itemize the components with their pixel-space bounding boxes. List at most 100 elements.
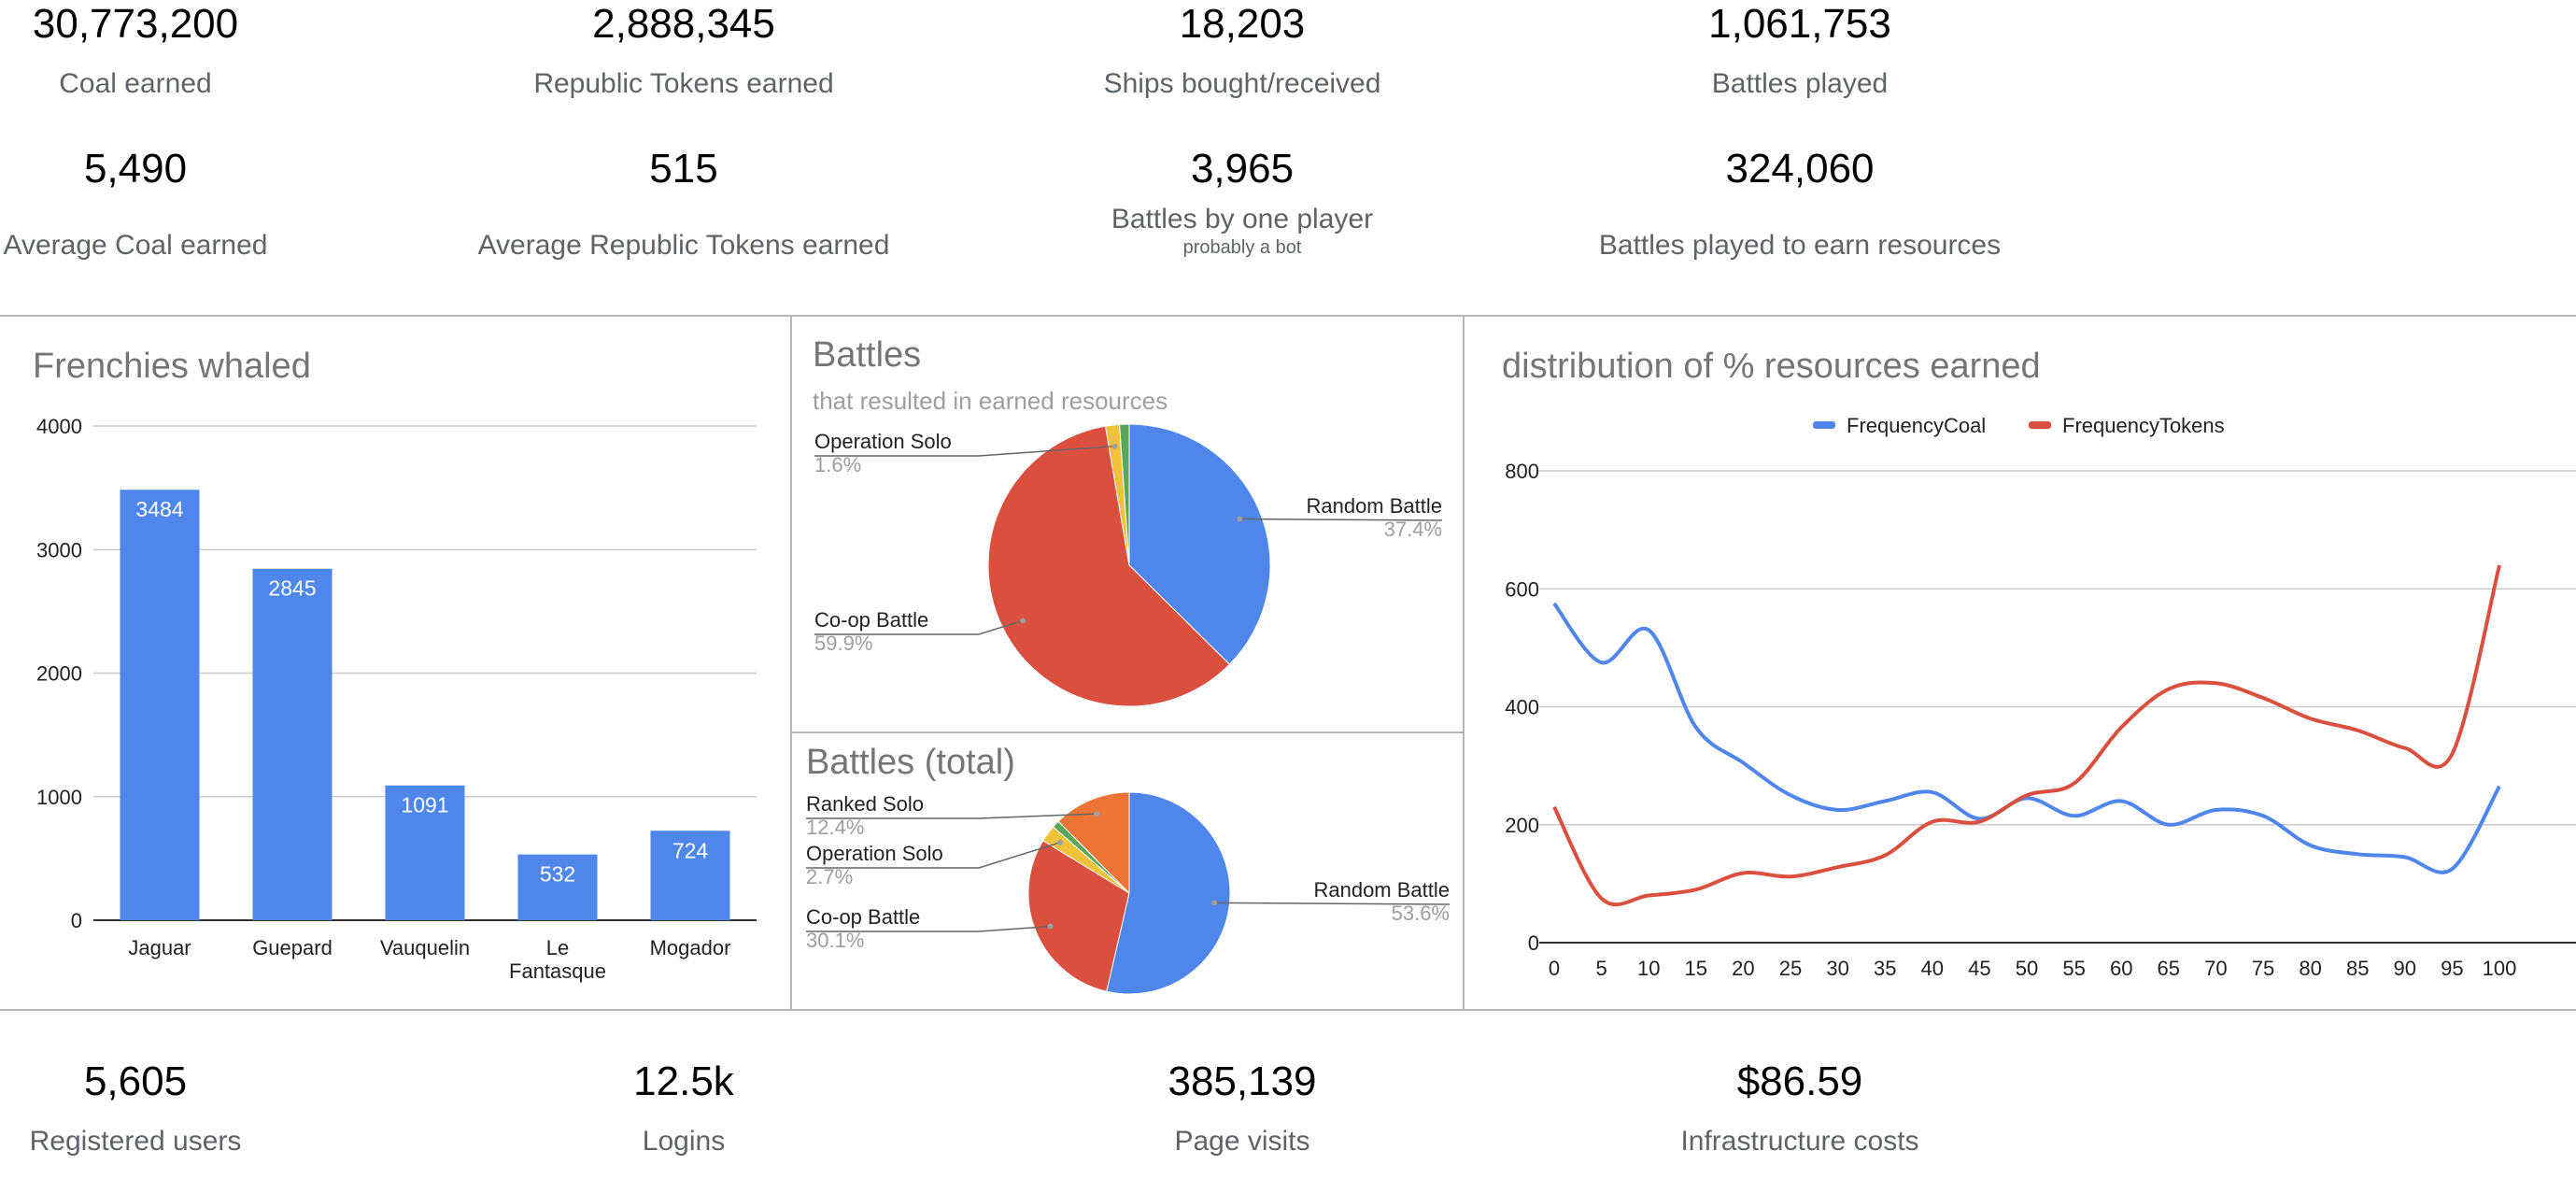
stat-average-coal: 5,490 Average Coal earned: [0, 145, 271, 263]
pie1-subtitle: that resulted in earned resources: [813, 387, 1168, 415]
bar-guepard: [252, 568, 333, 920]
pie-leader-line: [814, 619, 1024, 635]
x-tick-label: 80: [2299, 957, 2321, 980]
bar-le-fantasque: [517, 854, 598, 920]
x-tick-label: 90: [2394, 957, 2416, 980]
x-tick-label: 85: [2346, 957, 2369, 980]
pie-label-percent: 1.6%: [814, 453, 861, 476]
y-tick-label: 2000: [36, 662, 82, 686]
pie-slice-other: [1119, 423, 1130, 566]
bar-data-label: 3484: [135, 497, 183, 521]
bar-data-label: 2845: [268, 576, 316, 601]
pie-label-percent: 30.1%: [806, 929, 864, 952]
stat-value: 385,139: [1168, 1058, 1317, 1104]
pie-label-name: Random Battle: [1306, 494, 1442, 518]
stat-battles-played: 1,061,753 Battles played: [1613, 0, 1987, 101]
bar-chart-title: Frenchies whaled: [33, 347, 311, 386]
legend-swatch-frequencytokens: [2029, 421, 2051, 429]
bar-mogador: [650, 831, 730, 920]
x-tick-label: Vauquelin: [380, 936, 470, 959]
bar-vauquelin: [385, 785, 465, 920]
y-tick-label: 200: [1505, 814, 1539, 837]
series-line-frequencytokens: [1552, 564, 2501, 907]
y-tick-label: 0: [71, 909, 82, 932]
pie-leader-dot: [1111, 443, 1118, 449]
x-tick-label: 45: [1968, 957, 1990, 980]
pie-label-name: Co-op Battle: [814, 608, 928, 632]
bar-chart-panel: Frenchies whaled 0 1000 2000 3000 4000 3484 Ja…: [0, 315, 792, 1011]
stat-value: 30,773,200: [32, 1, 239, 47]
x-tick-label: 100: [2483, 957, 2517, 980]
stat-label: Page visits: [1174, 1125, 1310, 1157]
pie-chart-panel-earned: Battles that resulted in earned resource…: [790, 315, 1465, 735]
bar-data-label: 1091: [401, 793, 448, 817]
x-tick-label: 65: [2158, 957, 2180, 980]
stat-value: 324,060: [1725, 146, 1875, 192]
pie-label-name: Random Battle: [1313, 878, 1450, 902]
stat-average-tokens: 515 Average Republic Tokens earned: [450, 145, 917, 263]
bar-data-label: 724: [672, 838, 709, 862]
x-tick-label: 5: [1595, 957, 1606, 980]
y-tick-label: 800: [1505, 460, 1539, 483]
stat-value: 1,061,753: [1708, 1, 1891, 47]
bar-jaguar: [120, 490, 200, 920]
pie-leader-dot: [1237, 516, 1243, 522]
pie-label-name: Operation Solo: [814, 430, 952, 453]
stat-value: 515: [649, 146, 718, 192]
pie-chart-panel-total: Battles (total) Random Battle 53.6% Co-op …: [790, 732, 1465, 1011]
x-tick-label: 40: [1921, 957, 1944, 980]
pie-slice-co-op-battle: [1027, 840, 1130, 992]
x-tick-label: Fantasque: [509, 959, 606, 983]
stat-value: 5,605: [83, 1058, 188, 1104]
y-tick-label: 0: [1528, 931, 1539, 955]
stat-value: 2,888,345: [592, 1, 775, 47]
stat-label: Average Republic Tokens earned: [477, 229, 890, 261]
stat-label: Battles by one player: [1111, 203, 1374, 234]
x-tick-label: 55: [2062, 957, 2085, 980]
pie-leader-dot: [1020, 618, 1026, 624]
stat-label: Battles played to earn resources: [1598, 229, 2002, 261]
stat-page-visits: 385,139 Page visits: [1055, 1058, 1429, 1158]
legend-swatch-frequencycoal: [1813, 421, 1835, 429]
x-tick-label: 70: [2204, 957, 2227, 980]
x-tick-label: Guepard: [252, 936, 333, 959]
pie-label-percent: 53.6%: [1392, 902, 1450, 925]
pie-leader-line: [806, 842, 1061, 869]
stat-ships-bought: 18,203 Ships bought/received: [1055, 0, 1429, 101]
x-tick-label: 75: [2252, 957, 2274, 980]
pie-label-percent: 59.9%: [814, 632, 872, 655]
stat-label: Coal earned: [59, 67, 212, 99]
x-tick-label: 50: [2016, 957, 2038, 980]
stat-value: 5,490: [83, 146, 188, 192]
stat-label: Battles played: [1711, 67, 1889, 99]
x-tick-label: 25: [1779, 957, 1802, 980]
line-chart-title: distribution of % resources earned: [1502, 347, 2041, 386]
x-tick-label: 20: [1732, 957, 1754, 980]
pie-leader-line: [1239, 518, 1443, 521]
series-line-frequencycoal: [1552, 602, 2501, 874]
stat-value: $86.59: [1736, 1058, 1863, 1104]
stat-label: Logins: [642, 1125, 726, 1157]
pie-leader-line: [1214, 902, 1451, 905]
x-tick-label: 10: [1637, 957, 1660, 980]
pie-slice-random-battle: [1128, 423, 1271, 665]
x-tick-label: 95: [2441, 957, 2463, 980]
pie-label-name: Operation Solo: [806, 842, 943, 865]
pie-leader-dot: [1056, 839, 1063, 845]
stat-battles-one-player: 3,965 Battles by one player probably a b…: [1055, 145, 1429, 259]
legend-label: FrequencyTokens: [2062, 414, 2225, 437]
bar-data-label: 532: [540, 862, 575, 887]
stat-infrastructure-costs: $86.59 Infrastructure costs: [1613, 1058, 1987, 1158]
pie-leader-dot: [1211, 900, 1218, 906]
stat-label: Infrastructure costs: [1680, 1125, 1919, 1157]
pie-label-percent: 37.4%: [1384, 518, 1442, 541]
pie-leader-line: [806, 925, 1051, 932]
pie-label-name: Ranked Solo: [806, 792, 924, 816]
bar-chart: 0 1000 2000 3000 4000 3484 Jaguar 2845 Guepard 10…: [36, 415, 757, 983]
y-tick-label: 3000: [36, 538, 82, 561]
x-tick-label: 30: [1826, 957, 1848, 980]
line-chart: 0 200 400 600 800 0 5 10 15 20 25 30 35 40 45 50 55 60 65 7…: [1505, 414, 2576, 980]
stat-battles-resources: 324,060 Battles played to earn resources: [1566, 145, 2033, 263]
